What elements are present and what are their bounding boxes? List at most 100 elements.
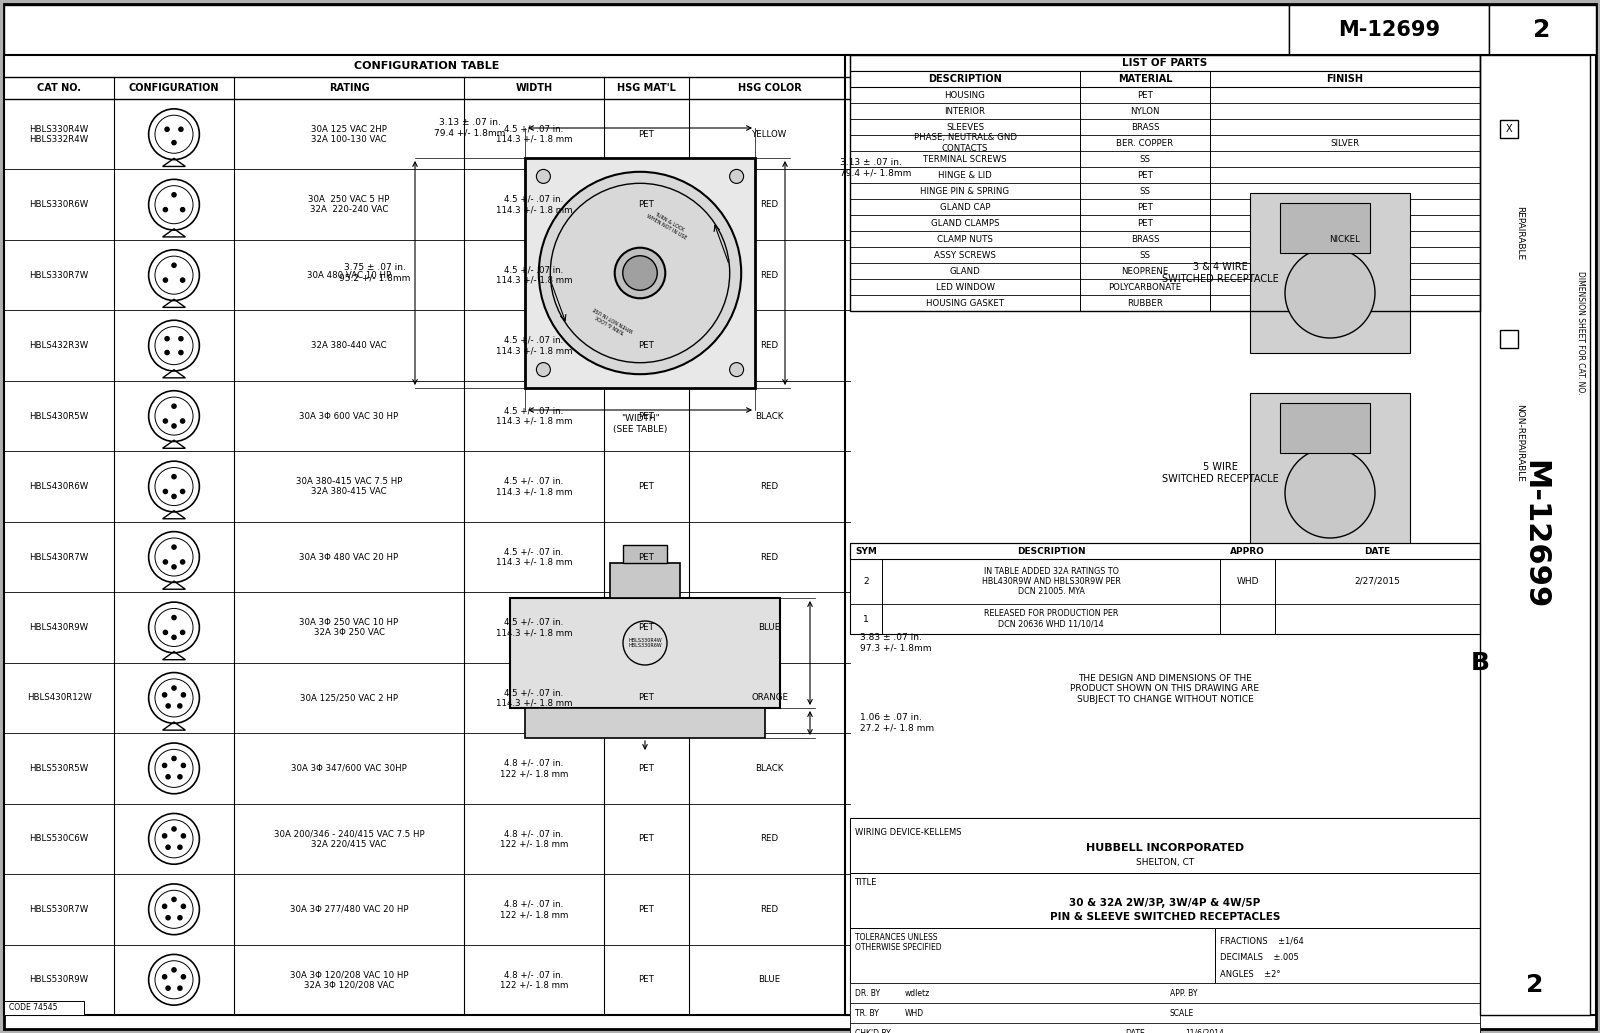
- Text: FRACTIONS    ±1/64: FRACTIONS ±1/64: [1221, 936, 1304, 945]
- Text: M-12699: M-12699: [1338, 20, 1440, 40]
- Circle shape: [179, 350, 182, 354]
- Text: RELEASED FOR PRODUCTION PER
DCN 20636 WHD 11/10/14: RELEASED FOR PRODUCTION PER DCN 20636 WH…: [984, 609, 1118, 629]
- Text: DESCRIPTION: DESCRIPTION: [928, 74, 1002, 84]
- Circle shape: [181, 419, 184, 424]
- Bar: [850, 263, 1480, 279]
- Circle shape: [163, 208, 168, 212]
- Text: TOLERANCES UNLESS
OTHERWISE SPECIFIED: TOLERANCES UNLESS OTHERWISE SPECIFIED: [854, 933, 942, 952]
- Circle shape: [171, 968, 176, 972]
- Text: SLEEVES: SLEEVES: [946, 123, 984, 131]
- Text: TURN & LOCK
WHEN NOT IN USE: TURN & LOCK WHEN NOT IN USE: [590, 305, 635, 337]
- Text: 2: 2: [862, 577, 869, 586]
- Text: ANGLES    ±2°: ANGLES ±2°: [1221, 970, 1280, 979]
- Text: HINGE & LID: HINGE & LID: [938, 170, 992, 180]
- Text: SS: SS: [1139, 187, 1150, 195]
- Text: RED: RED: [760, 905, 779, 914]
- Text: 30A 3Φ 120/208 VAC 10 HP
32A 3Φ 120/208 VAC: 30A 3Φ 120/208 VAC 10 HP 32A 3Φ 120/208 …: [290, 970, 408, 990]
- Text: CLAMP NUTS: CLAMP NUTS: [938, 234, 994, 244]
- Text: PET: PET: [638, 623, 654, 632]
- Text: PET: PET: [1138, 170, 1154, 180]
- Circle shape: [171, 263, 176, 268]
- Text: DATE: DATE: [1365, 546, 1390, 556]
- Text: YELLOW: YELLOW: [752, 130, 787, 138]
- Bar: [850, 55, 1480, 311]
- Circle shape: [171, 635, 176, 639]
- Text: 3.13 ± .07 in.
79.4 +/- 1.8mm: 3.13 ± .07 in. 79.4 +/- 1.8mm: [434, 119, 506, 137]
- Text: DIMENSION SHEET FOR CAT. NO.: DIMENSION SHEET FOR CAT. NO.: [1576, 272, 1584, 395]
- Bar: [845, 55, 1597, 1015]
- Text: MATERIAL: MATERIAL: [1118, 74, 1173, 84]
- Text: HBLS430R7W: HBLS430R7W: [29, 553, 88, 562]
- Circle shape: [171, 616, 176, 620]
- Circle shape: [178, 703, 182, 708]
- Text: HINGE PIN & SPRING: HINGE PIN & SPRING: [920, 187, 1010, 195]
- Circle shape: [163, 834, 166, 838]
- Bar: [525, 708, 765, 738]
- Text: NEOPRENE: NEOPRENE: [1122, 267, 1168, 276]
- Circle shape: [163, 278, 168, 282]
- Bar: [1480, 55, 1590, 1015]
- Circle shape: [171, 474, 176, 478]
- Circle shape: [536, 169, 550, 184]
- Circle shape: [171, 756, 176, 760]
- Text: HOUSING GASKET: HOUSING GASKET: [926, 299, 1005, 308]
- Circle shape: [178, 987, 182, 991]
- Text: NICKEL: NICKEL: [1330, 234, 1360, 244]
- Bar: [3, 55, 850, 1015]
- Bar: [3, 1001, 83, 1015]
- Text: PET: PET: [638, 905, 654, 914]
- Text: APPRO: APPRO: [1230, 546, 1266, 556]
- Text: CHK'D BY: CHK'D BY: [854, 1029, 891, 1033]
- Text: WHD: WHD: [1237, 577, 1259, 586]
- Text: HBLS330R6W: HBLS330R6W: [29, 200, 88, 210]
- Circle shape: [171, 140, 176, 145]
- Circle shape: [166, 845, 170, 849]
- Circle shape: [181, 904, 186, 908]
- Bar: [1501, 330, 1518, 348]
- Bar: [510, 598, 781, 708]
- Circle shape: [165, 127, 170, 131]
- Text: GLAND CAP: GLAND CAP: [939, 202, 990, 212]
- Text: DESCRIPTION: DESCRIPTION: [1016, 546, 1085, 556]
- Text: ASSY SCREWS: ASSY SCREWS: [934, 250, 995, 259]
- Text: CONFIGURATION: CONFIGURATION: [128, 83, 219, 93]
- Text: 30A 3Φ 250 VAC 10 HP
32A 3Φ 250 VAC: 30A 3Φ 250 VAC 10 HP 32A 3Φ 250 VAC: [299, 618, 398, 637]
- Bar: [1280, 204, 1370, 253]
- Text: HBLS430R5W: HBLS430R5W: [29, 411, 88, 420]
- Circle shape: [171, 495, 176, 499]
- Bar: [850, 231, 1480, 247]
- Text: 1.06 ± .07 in.
27.2 +/- 1.8 mm: 1.06 ± .07 in. 27.2 +/- 1.8 mm: [861, 714, 934, 732]
- Bar: [850, 1023, 1480, 1033]
- Circle shape: [539, 171, 741, 374]
- Text: RUBBER: RUBBER: [1126, 299, 1163, 308]
- Text: HBLS530R7W: HBLS530R7W: [29, 905, 88, 914]
- Circle shape: [181, 763, 186, 768]
- Circle shape: [163, 560, 168, 564]
- Bar: [850, 604, 1480, 634]
- Text: APP. BY: APP. BY: [1170, 989, 1197, 998]
- Text: 4.5 +/- .07 in.
114.3 +/- 1.8 mm: 4.5 +/- .07 in. 114.3 +/- 1.8 mm: [496, 547, 573, 567]
- Text: 30A 200/346 - 240/415 VAC 7.5 HP
32A 220/415 VAC: 30A 200/346 - 240/415 VAC 7.5 HP 32A 220…: [274, 829, 424, 848]
- Text: PET: PET: [638, 553, 654, 562]
- Circle shape: [163, 975, 166, 979]
- Circle shape: [614, 248, 666, 299]
- Text: PET: PET: [1138, 219, 1154, 227]
- Circle shape: [163, 763, 166, 768]
- Text: 30A 125 VAC 2HP
32A 100-130 VAC: 30A 125 VAC 2HP 32A 100-130 VAC: [310, 125, 387, 144]
- Bar: [850, 71, 1480, 87]
- Text: PET: PET: [638, 693, 654, 702]
- Text: 4.5 +/- .07 in.
114.3 +/- 1.8 mm: 4.5 +/- .07 in. 114.3 +/- 1.8 mm: [496, 618, 573, 637]
- Text: DECIMALS    ±.005: DECIMALS ±.005: [1221, 953, 1299, 962]
- Circle shape: [730, 363, 744, 377]
- Text: RED: RED: [760, 200, 779, 210]
- Text: 30A 3Φ 600 VAC 30 HP: 30A 3Φ 600 VAC 30 HP: [299, 411, 398, 420]
- Text: HBLS430R12W: HBLS430R12W: [27, 693, 91, 702]
- Text: HSG MAT'L: HSG MAT'L: [618, 83, 675, 93]
- Text: TERMINAL SCREWS: TERMINAL SCREWS: [923, 155, 1006, 163]
- Circle shape: [166, 987, 170, 991]
- Text: 30A 3Φ 277/480 VAC 20 HP: 30A 3Φ 277/480 VAC 20 HP: [290, 905, 408, 914]
- Text: 30A 125/250 VAC 2 HP: 30A 125/250 VAC 2 HP: [301, 693, 398, 702]
- Text: X: X: [1506, 124, 1512, 134]
- Text: RED: RED: [760, 341, 779, 350]
- Text: HSG COLOR: HSG COLOR: [738, 83, 802, 93]
